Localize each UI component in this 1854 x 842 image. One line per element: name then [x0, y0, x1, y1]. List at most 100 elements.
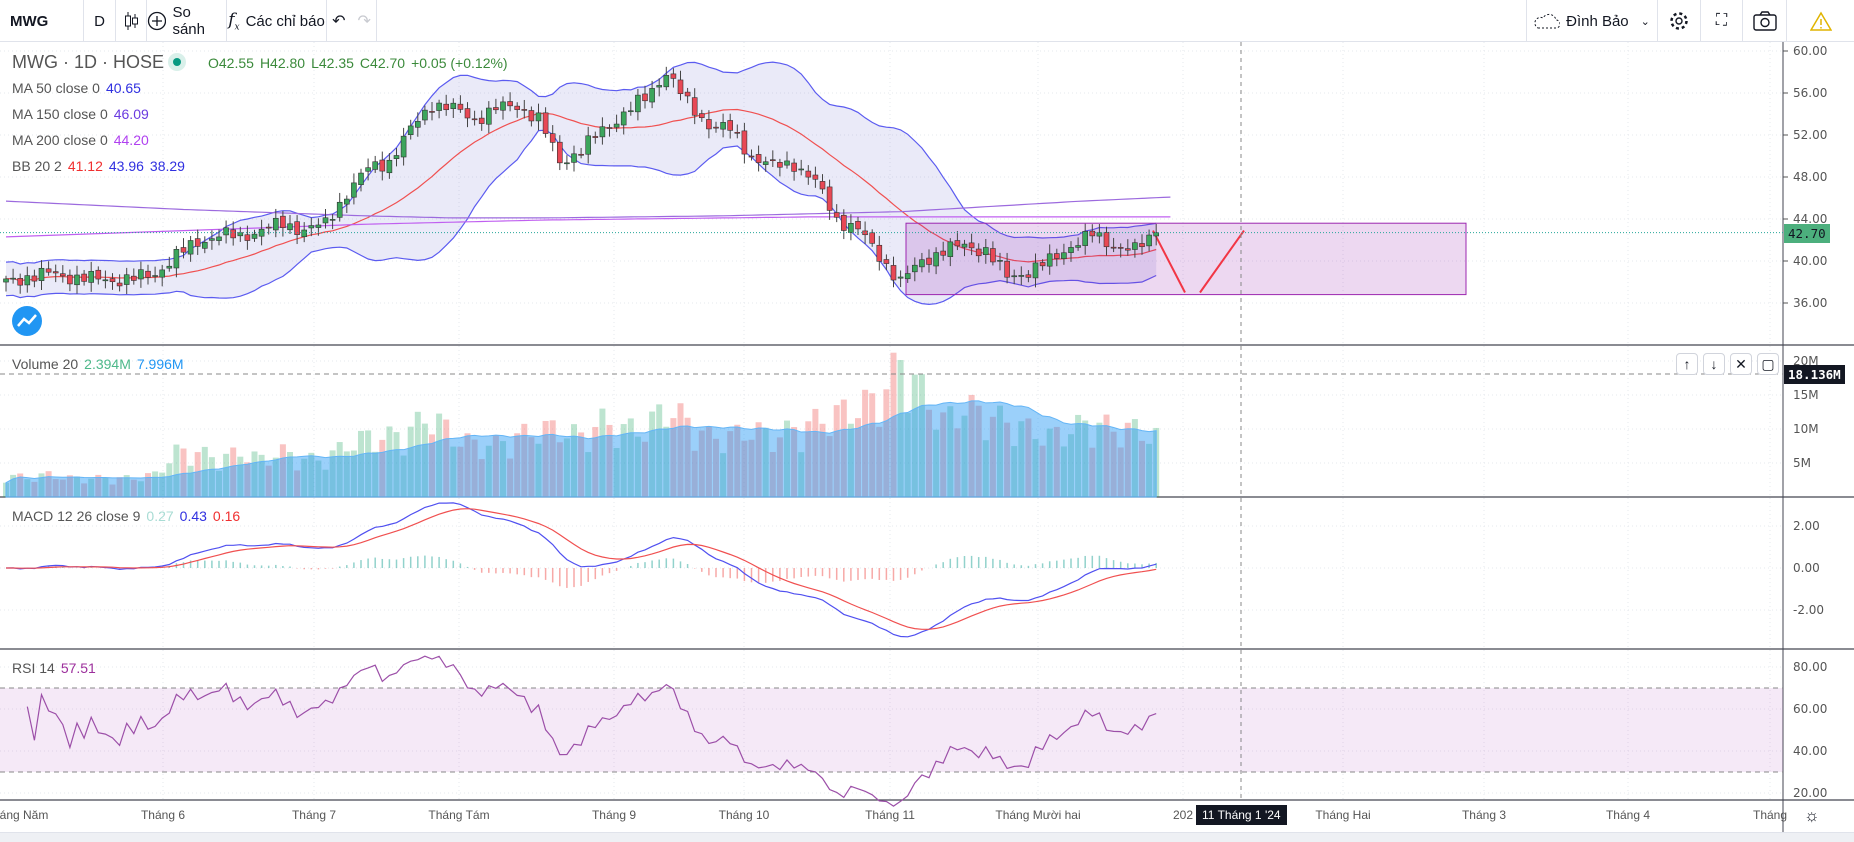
symbol-title: MWG · 1D · HOSE [12, 52, 164, 72]
candle-body [1103, 231, 1110, 248]
volume-bar [876, 426, 883, 497]
candle-body [173, 249, 180, 269]
warning-button[interactable] [1787, 0, 1854, 42]
candle-body [876, 244, 883, 262]
layout-button[interactable]: Đình Bảo ⌄ [1526, 0, 1658, 42]
undo-icon[interactable]: ↶ [332, 13, 346, 30]
macd-legend[interactable]: MACD 12 26 close 9 0.27 0.43 0.16 [12, 508, 246, 524]
close-value: C42.70 [359, 55, 406, 71]
low-value: L42.35 [311, 55, 354, 71]
interval-button[interactable]: D [84, 0, 116, 42]
candle-body [308, 225, 315, 229]
volume-bar [883, 389, 890, 497]
symbol-search-button[interactable]: MWG [0, 0, 84, 42]
volume-bar [230, 447, 237, 497]
volume-legend[interactable]: Volume 20 2.394M 7.996M [12, 356, 190, 372]
volume-bar [315, 460, 322, 497]
volume-bar [251, 451, 258, 497]
candles-icon [125, 12, 138, 30]
volume-bar [599, 408, 606, 497]
price-tick-label: 44.00 [1793, 212, 1827, 226]
volume-bar [698, 430, 705, 497]
ma200-legend[interactable]: MA 200 close 0 44.20 [12, 132, 155, 148]
volume-tick-label: 20M [1793, 354, 1819, 368]
volume-bar [379, 439, 386, 497]
close-pane-button[interactable]: ✕ [1730, 353, 1752, 375]
volume-bar [180, 448, 187, 497]
candle-body [187, 240, 194, 255]
candle-body [585, 135, 592, 155]
volume-bar [1011, 446, 1018, 497]
volume-bar [784, 420, 790, 497]
candle-body [1125, 248, 1131, 251]
candle-body [919, 259, 925, 268]
candle-body [1096, 232, 1103, 237]
volume-bar [166, 463, 173, 497]
volume-bar [620, 424, 627, 497]
candle-body [1075, 245, 1081, 248]
time-axis-label: Tháng Hai [1315, 808, 1371, 822]
candle-body [422, 109, 428, 121]
compare-button[interactable]: So sánh [147, 0, 227, 42]
candle-body [514, 105, 521, 110]
candle-body [95, 269, 102, 280]
fullscreen-button[interactable]: ⛶ [1701, 0, 1743, 42]
settings-button[interactable] [1658, 0, 1701, 42]
macd-label: MACD 12 26 close 9 [12, 508, 141, 524]
volume-bar [968, 394, 975, 497]
chart-type-button[interactable] [116, 0, 147, 42]
candle-body [805, 170, 812, 178]
volume-bar [116, 477, 123, 497]
candle-body [926, 257, 932, 265]
candle-body [755, 154, 762, 163]
volume-bar [1018, 421, 1025, 497]
volume-bar [223, 453, 230, 497]
chart-canvas[interactable]: 60.00 56.00 52.00 48.00 44.00 40.00 36.00 20M 15… [0, 42, 1854, 842]
maximize-pane-button[interactable]: ▢ [1757, 353, 1779, 375]
volume-bar [642, 441, 648, 497]
ma150-legend[interactable]: MA 150 close 0 46.09 [12, 106, 155, 122]
volume-bar [258, 454, 265, 497]
macd-signal-value: 0.16 [212, 508, 241, 524]
volume-ma-area [5, 400, 1157, 498]
candle-body [542, 112, 549, 134]
volume-bar [918, 374, 925, 497]
market-status-dot[interactable] [168, 53, 186, 71]
candle-body [1139, 243, 1145, 248]
volume-bar [145, 473, 151, 497]
time-axis-label: Tháng 6 [140, 808, 186, 822]
redo-icon[interactable]: ↷ [357, 13, 371, 30]
volume-bar [734, 424, 741, 497]
ma50-legend[interactable]: MA 50 close 0 40.65 [12, 80, 147, 96]
volume-bar [372, 451, 379, 497]
volume-bar [244, 462, 251, 497]
volume-bar [1139, 440, 1145, 497]
volume-bar [592, 426, 599, 497]
volume-bar [443, 419, 450, 497]
volume-bar [805, 421, 812, 497]
move-pane-up-button[interactable]: ↑ [1676, 353, 1698, 375]
volume-bar [791, 427, 798, 497]
bb-upper-value: 43.96 [108, 158, 144, 174]
candle-body [159, 269, 165, 278]
move-pane-down-button[interactable]: ↓ [1703, 353, 1725, 375]
candle-body [294, 221, 300, 235]
undo-redo-group: ↶ ↷ [327, 0, 377, 42]
volume-bar [890, 352, 897, 497]
candle-body [59, 273, 66, 277]
time-axis-label: Tháng [1752, 808, 1788, 822]
volume-bar [798, 452, 805, 497]
ma150-label: MA 150 close 0 [12, 106, 108, 122]
candle-body [329, 219, 336, 221]
warning-icon [1809, 11, 1832, 31]
candle-body [209, 238, 215, 241]
rsi-legend[interactable]: RSI 14 57.51 [12, 660, 102, 676]
candle-body [564, 162, 570, 165]
volume-tick-label: 5M [1793, 456, 1811, 470]
axis-settings-icon[interactable]: ☼ [1804, 806, 1820, 825]
screenshot-button[interactable] [1743, 0, 1787, 42]
indicators-button[interactable]: fx Các chỉ báo [227, 0, 327, 42]
candle-body [720, 122, 726, 130]
bb-legend[interactable]: BB 20 2 41.12 43.96 38.29 [12, 158, 191, 174]
tradingview-logo[interactable] [12, 306, 42, 336]
